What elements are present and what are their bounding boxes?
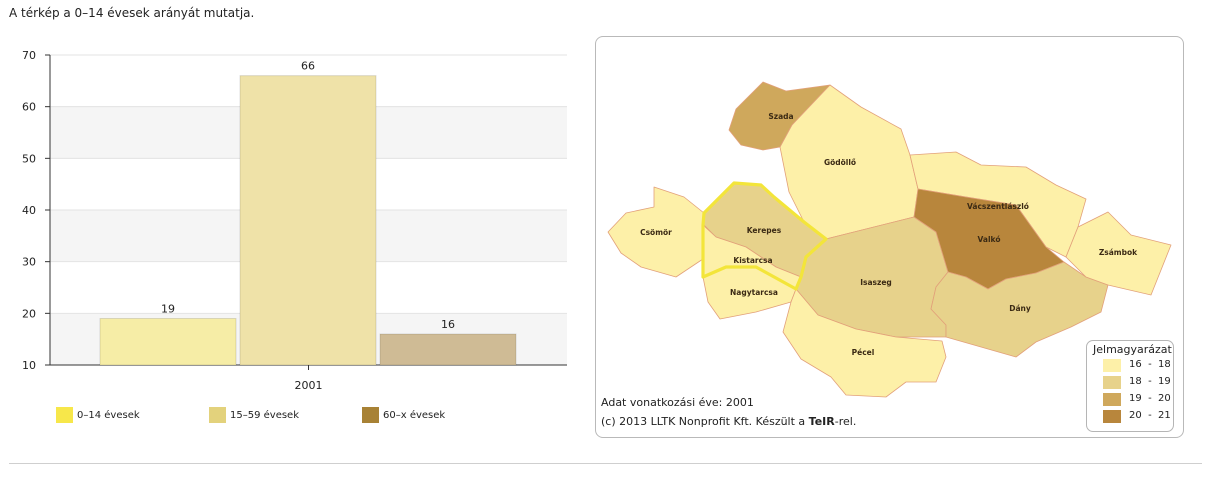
- region-szada[interactable]: [728, 81, 831, 151]
- label-dany: Dány: [1009, 304, 1031, 313]
- y-tick-label: 40: [22, 204, 36, 217]
- region-pecel[interactable]: [782, 288, 947, 398]
- map-legend-swatch: [1103, 376, 1121, 389]
- x-tick-label: 2001: [295, 379, 323, 392]
- legend-swatch: [362, 407, 379, 423]
- y-tick-label: 60: [22, 101, 36, 114]
- label-kerepes: Kerepes: [747, 226, 782, 235]
- y-tick-label: 20: [22, 307, 36, 320]
- label-kistarcsa: Kistarcsa: [733, 256, 772, 265]
- legend-swatch: [209, 407, 226, 423]
- y-tick-label: 50: [22, 152, 36, 165]
- map-legend-title: Jelmagyarázat: [1093, 343, 1172, 356]
- map-legend-item: 19 - 20: [1103, 393, 1173, 406]
- label-nagytarcsa: Nagytarcsa: [730, 288, 778, 297]
- page-caption: A térkép a 0–14 évesek arányát mutatja.: [9, 6, 255, 20]
- bar-value-label: 16: [441, 318, 455, 331]
- kerepes-highlight-outline: [701, 181, 828, 291]
- map-legend-swatch: [1103, 359, 1121, 372]
- label-godollo: Gödöllő: [824, 158, 856, 167]
- copyright-brand: TeIR: [808, 415, 835, 428]
- label-pecel: Pécel: [852, 348, 875, 357]
- label-zsambok: Zsámbok: [1099, 248, 1138, 257]
- legend-label: 0–14 évesek: [77, 409, 140, 421]
- label-csomor: Csömör: [640, 228, 672, 237]
- bottom-divider: [9, 463, 1202, 464]
- y-tick-label: 10: [22, 359, 36, 372]
- bar-value-label: 19: [161, 303, 175, 316]
- bar-2: [239, 75, 377, 366]
- map-copyright: (c) 2013 LLTK Nonprofit Kft. Készült a T…: [601, 415, 856, 428]
- bar-value-label: 66: [301, 60, 315, 73]
- bar-3: [379, 333, 517, 366]
- copyright-prefix: (c) 2013 LLTK Nonprofit Kft. Készült a: [601, 415, 809, 428]
- map-legend-swatch: [1103, 410, 1121, 423]
- bar-1: [99, 318, 237, 366]
- map-legend-item: 16 - 18: [1103, 359, 1173, 372]
- map-legend-label: 16 - 18: [1129, 359, 1171, 370]
- region-dany[interactable]: [930, 261, 1109, 358]
- age-bar-chart: 10 20 30 40 50 60 70 19 66 16 2001 0–14 évesek 15–59…: [0, 40, 590, 440]
- region-zsambok[interactable]: [1065, 211, 1172, 296]
- legend-label: 15–59 évesek: [230, 409, 299, 421]
- label-valko: Valkó: [978, 235, 1001, 244]
- y-tick-label: 30: [22, 256, 36, 269]
- map-legend-label: 19 - 20: [1129, 393, 1171, 404]
- map-panel: Szada Gödöllő Csömör Kerepes Kistarcsa N…: [595, 36, 1184, 438]
- copyright-suffix: -rel.: [834, 415, 857, 428]
- map-legend: Jelmagyarázat 16 - 18 18 - 19 19 - 20 20…: [1086, 340, 1174, 432]
- map-legend-label: 18 - 19: [1129, 376, 1171, 387]
- map-legend-swatch: [1103, 393, 1121, 406]
- map-year-note: Adat vonatkozási éve: 2001: [601, 396, 754, 409]
- legend-label: 60–x évesek: [383, 409, 445, 421]
- map-legend-item: 18 - 19: [1103, 376, 1173, 389]
- label-isaszeg: Isaszeg: [860, 278, 892, 287]
- label-szada: Szada: [768, 112, 793, 121]
- label-vacszentlaszlo: Vácszentlászló: [967, 202, 1029, 211]
- map-legend-item: 20 - 21: [1103, 410, 1173, 423]
- map-legend-label: 20 - 21: [1129, 410, 1171, 421]
- region-csomor[interactable]: [607, 186, 705, 278]
- y-tick-label: 70: [22, 49, 36, 62]
- legend-swatch: [56, 407, 73, 423]
